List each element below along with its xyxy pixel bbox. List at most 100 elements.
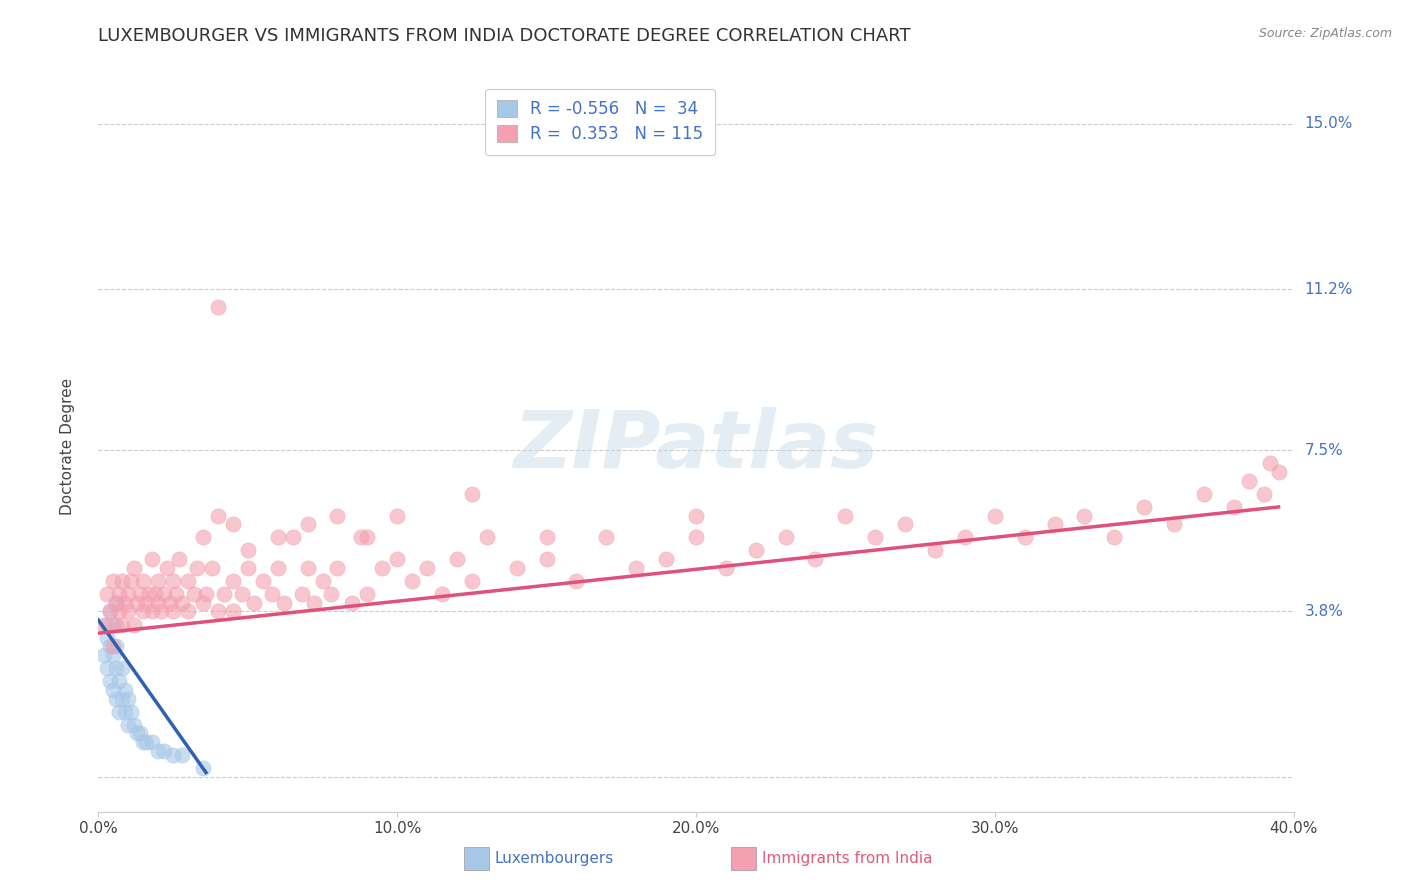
Point [98, 640, 122, 654]
Point [894, 517, 917, 532]
Point [111, 691, 134, 706]
Point [127, 596, 149, 610]
Point [1014, 530, 1036, 544]
Point [536, 530, 558, 544]
Point [111, 617, 134, 632]
Point [127, 726, 149, 740]
Point [117, 604, 139, 618]
Point [162, 574, 184, 588]
Point [114, 596, 136, 610]
Point [183, 587, 205, 601]
Point [96, 631, 118, 645]
Point [222, 604, 245, 618]
Point [461, 487, 484, 501]
Point [834, 508, 856, 523]
Point [105, 691, 128, 706]
Legend: R = -0.556   N =  34, R =  0.353   N = 115: R = -0.556 N = 34, R = 0.353 N = 115 [485, 88, 716, 155]
Point [150, 604, 173, 618]
Point [105, 596, 128, 610]
Point [356, 530, 378, 544]
Point [297, 561, 319, 575]
Text: 15.0%: 15.0% [1305, 116, 1353, 131]
Point [93, 648, 115, 662]
Point [153, 587, 176, 601]
Point [132, 735, 155, 749]
Point [135, 735, 157, 749]
Point [124, 717, 146, 731]
Point [1192, 487, 1215, 501]
Point [983, 508, 1005, 523]
Point [114, 682, 136, 697]
Point [105, 661, 128, 675]
Point [98, 674, 122, 689]
Point [1267, 465, 1289, 479]
Point [105, 596, 128, 610]
Point [108, 705, 131, 719]
Point [165, 587, 187, 601]
Point [153, 744, 176, 758]
Point [177, 574, 200, 588]
Point [117, 691, 139, 706]
Point [302, 596, 325, 610]
Point [252, 574, 274, 588]
Point [172, 596, 194, 610]
Point [342, 596, 364, 610]
Point [103, 617, 125, 632]
Point [1163, 517, 1185, 532]
Point [475, 530, 498, 544]
Point [461, 574, 484, 588]
Point [385, 552, 409, 566]
Point [103, 640, 125, 654]
Text: LUXEMBOURGER VS IMMIGRANTS FROM INDIA DOCTORATE DEGREE CORRELATION CHART: LUXEMBOURGER VS IMMIGRANTS FROM INDIA DO… [98, 27, 911, 45]
Point [1043, 517, 1066, 532]
Point [350, 530, 373, 544]
Point [267, 530, 290, 544]
Point [201, 561, 224, 575]
Text: 7.5%: 7.5% [1305, 442, 1343, 458]
Point [714, 561, 737, 575]
Text: Source: ZipAtlas.com: Source: ZipAtlas.com [1258, 27, 1392, 40]
Point [108, 604, 131, 618]
Point [356, 587, 378, 601]
Point [98, 604, 122, 618]
Text: Immigrants from India: Immigrants from India [762, 852, 932, 866]
Point [156, 561, 179, 575]
Point [143, 587, 166, 601]
Point [114, 705, 136, 719]
Point [371, 561, 394, 575]
Point [135, 596, 157, 610]
Text: 11.2%: 11.2% [1305, 282, 1353, 297]
Point [162, 748, 184, 763]
Point [222, 517, 245, 532]
Point [804, 552, 827, 566]
Point [207, 300, 229, 314]
Point [953, 530, 976, 544]
Point [685, 530, 707, 544]
Point [148, 596, 170, 610]
Point [243, 596, 266, 610]
Point [260, 587, 283, 601]
Point [536, 552, 558, 566]
Point [401, 574, 423, 588]
Point [212, 587, 235, 601]
Point [745, 543, 768, 558]
Point [96, 617, 118, 632]
Point [446, 552, 468, 566]
Point [655, 552, 678, 566]
Point [93, 617, 115, 632]
Point [297, 517, 319, 532]
Point [267, 561, 290, 575]
Point [194, 587, 218, 601]
Text: 3.8%: 3.8% [1305, 604, 1344, 619]
Point [1073, 508, 1095, 523]
Point [191, 596, 214, 610]
Point [326, 508, 349, 523]
Point [685, 508, 707, 523]
Point [865, 530, 887, 544]
Point [1104, 530, 1126, 544]
Point [167, 552, 190, 566]
Point [108, 674, 131, 689]
Point [236, 543, 259, 558]
Point [1258, 457, 1281, 471]
Point [117, 717, 139, 731]
